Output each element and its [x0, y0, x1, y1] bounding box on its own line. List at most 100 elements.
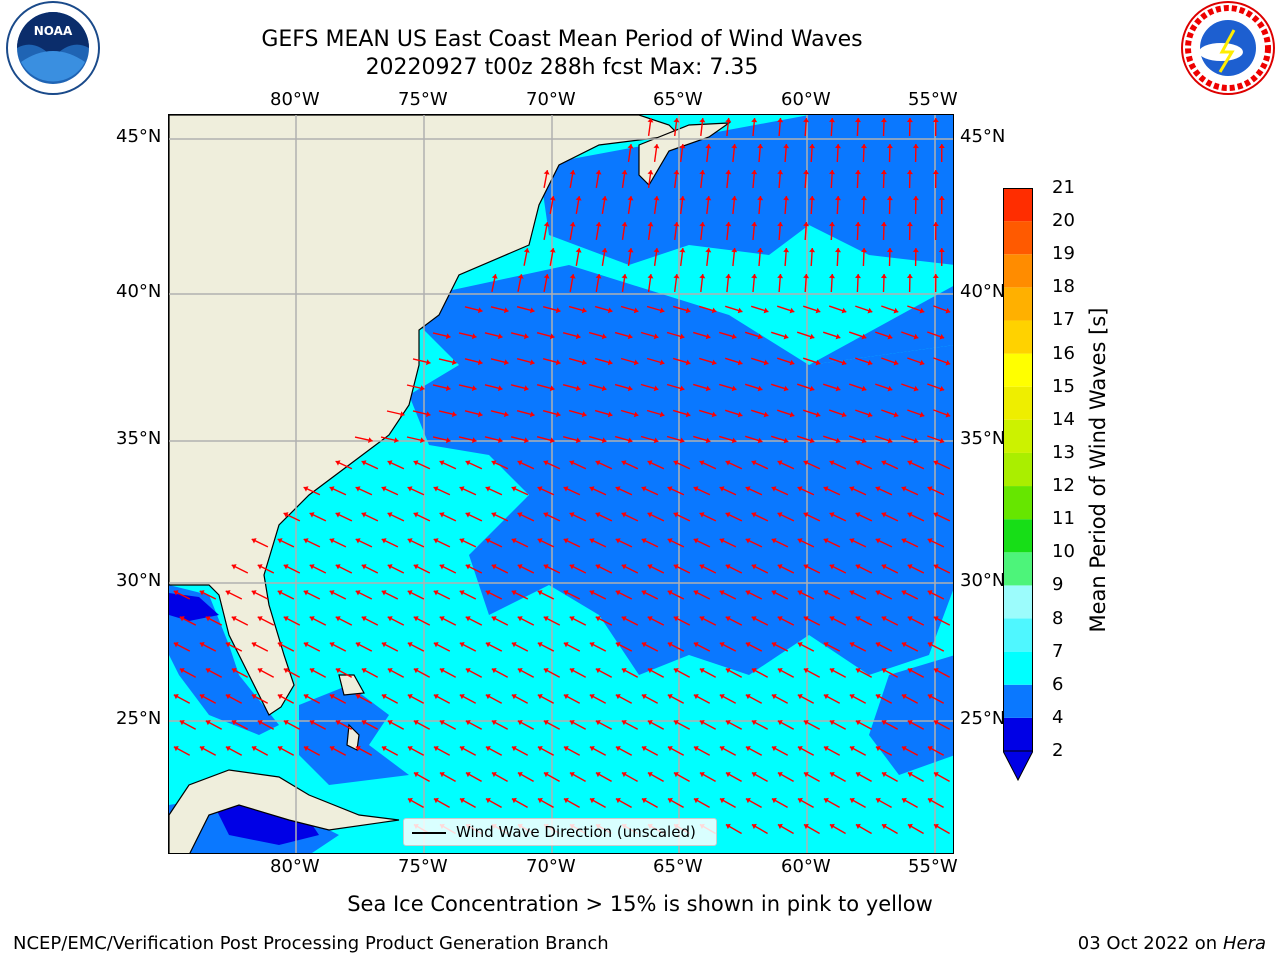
wave-arrow-head: [251, 590, 257, 596]
wave-arrow-head: [881, 512, 887, 518]
wave-arrow-head: [199, 694, 205, 700]
wave-arrow-head: [563, 694, 569, 700]
wave-arrow-head: [711, 411, 717, 418]
wave-arrow-head: [880, 170, 887, 175]
lon-tick-bottom: 70°W: [526, 856, 576, 877]
wave-arrow-head: [497, 333, 503, 340]
wave-arrow-head: [881, 720, 887, 726]
wave-arrow-head: [303, 642, 309, 648]
wave-arrow-head: [503, 411, 509, 418]
wave-arrow-head: [725, 222, 732, 227]
wave-arrow-head: [251, 538, 257, 544]
wave-arrow-head: [789, 307, 795, 314]
wave-arrow-head: [693, 538, 699, 544]
wave-arrow-head: [387, 720, 393, 726]
wave-arrow-head: [407, 746, 413, 752]
wave-arrow-head: [907, 616, 913, 622]
wave-arrow-head: [459, 694, 465, 700]
wave-arrow-head: [225, 590, 231, 596]
wave-arrow-head: [699, 564, 705, 570]
wave-arrow-head: [913, 385, 919, 392]
wave-arrow-head: [563, 642, 569, 648]
wave-arrow-head: [809, 196, 816, 201]
wave-arrow-head: [777, 823, 783, 830]
wave-arrow-head: [783, 333, 789, 340]
wave-arrow-head: [907, 720, 913, 726]
wave-arrow-head: [621, 512, 627, 518]
wave-arrow-head: [555, 307, 561, 314]
wave-arrow-head: [615, 797, 621, 804]
colorbar-band: [1003, 717, 1033, 751]
wave-arrow-head: [511, 694, 517, 700]
wave-arrow-head: [777, 170, 784, 175]
map-legend: Wind Wave Direction (unscaled): [403, 818, 717, 846]
wave-arrow-head: [763, 307, 769, 314]
wave-arrow-head: [861, 385, 867, 392]
colorbar-band: [1003, 254, 1033, 288]
wave-arrow-head: [511, 486, 517, 492]
wave-arrow-head: [803, 564, 809, 570]
wave-arrow-head: [517, 668, 523, 674]
wave-arrow-head: [653, 144, 660, 149]
wave-arrow-head: [823, 797, 829, 804]
wave-arrow-head: [647, 460, 653, 466]
wave-arrow-head: [335, 668, 341, 674]
wave-arrow-head: [653, 333, 659, 340]
wave-arrow-head: [829, 274, 835, 279]
wave-arrow-head: [815, 411, 821, 418]
wave-arrow-head: [912, 196, 919, 201]
lat-tick-left: 30°N: [116, 570, 162, 591]
wave-arrow-head: [901, 590, 907, 596]
wave-arrow-head: [699, 616, 705, 622]
wave-arrow-head: [543, 170, 550, 175]
wave-arrow-head: [907, 823, 913, 830]
wave-arrow-head: [445, 437, 451, 444]
wave-arrow-head: [477, 359, 483, 366]
wave-arrow-head: [705, 437, 711, 444]
lon-tick-bottom: 60°W: [781, 856, 831, 877]
wave-arrow-head: [945, 307, 951, 314]
wave-arrow-head: [329, 694, 335, 700]
wave-arrow-head: [569, 222, 576, 227]
wave-arrow-head: [563, 486, 569, 492]
wave-arrow-head: [413, 564, 419, 570]
wave-arrow-head: [439, 720, 445, 726]
wave-arrow-head: [933, 564, 939, 570]
map-panel[interactable]: [168, 114, 954, 854]
colorbar-tick-label: 7: [1052, 640, 1064, 662]
wave-arrow-head: [933, 512, 939, 518]
lon-tick-top: 60°W: [781, 89, 831, 110]
wave-arrow-head: [815, 359, 821, 366]
wave-arrow-head: [537, 797, 543, 804]
wave-arrow-head: [485, 746, 491, 752]
wave-arrow-head: [763, 359, 769, 366]
wave-arrow-head: [777, 512, 783, 518]
wave-arrow-head: [309, 616, 315, 622]
wave-arrow-head: [413, 668, 419, 674]
wave-arrow-head: [659, 411, 665, 418]
wave-arrow-head: [907, 564, 913, 570]
wave-arrow-head: [491, 274, 498, 279]
wave-arrow-head: [465, 512, 471, 518]
wave-arrow-head: [523, 248, 530, 253]
wave-arrow-head: [667, 538, 673, 544]
wave-arrow-head: [601, 437, 607, 444]
wave-arrow-head: [771, 642, 777, 648]
wave-arrow-head: [361, 720, 367, 726]
wave-arrow-head: [803, 616, 809, 622]
wave-arrow-head: [829, 616, 835, 622]
wave-arrow-head: [745, 746, 751, 752]
wave-arrow-head: [829, 564, 835, 570]
wave-arrow-head: [621, 772, 627, 778]
colorbar-band: [1003, 353, 1033, 387]
wave-arrow-head: [835, 144, 841, 149]
wave-arrow-head: [913, 333, 919, 340]
noaa-logo-text: NOAA: [34, 24, 73, 38]
lon-tick-top: 65°W: [653, 89, 703, 110]
wave-arrow-head: [335, 616, 341, 622]
wave-arrow-head: [381, 694, 387, 700]
wave-arrow-head: [725, 170, 732, 175]
wave-arrow-head: [939, 333, 945, 340]
wave-arrow-head: [283, 512, 289, 518]
wave-arrow-head: [641, 746, 647, 752]
